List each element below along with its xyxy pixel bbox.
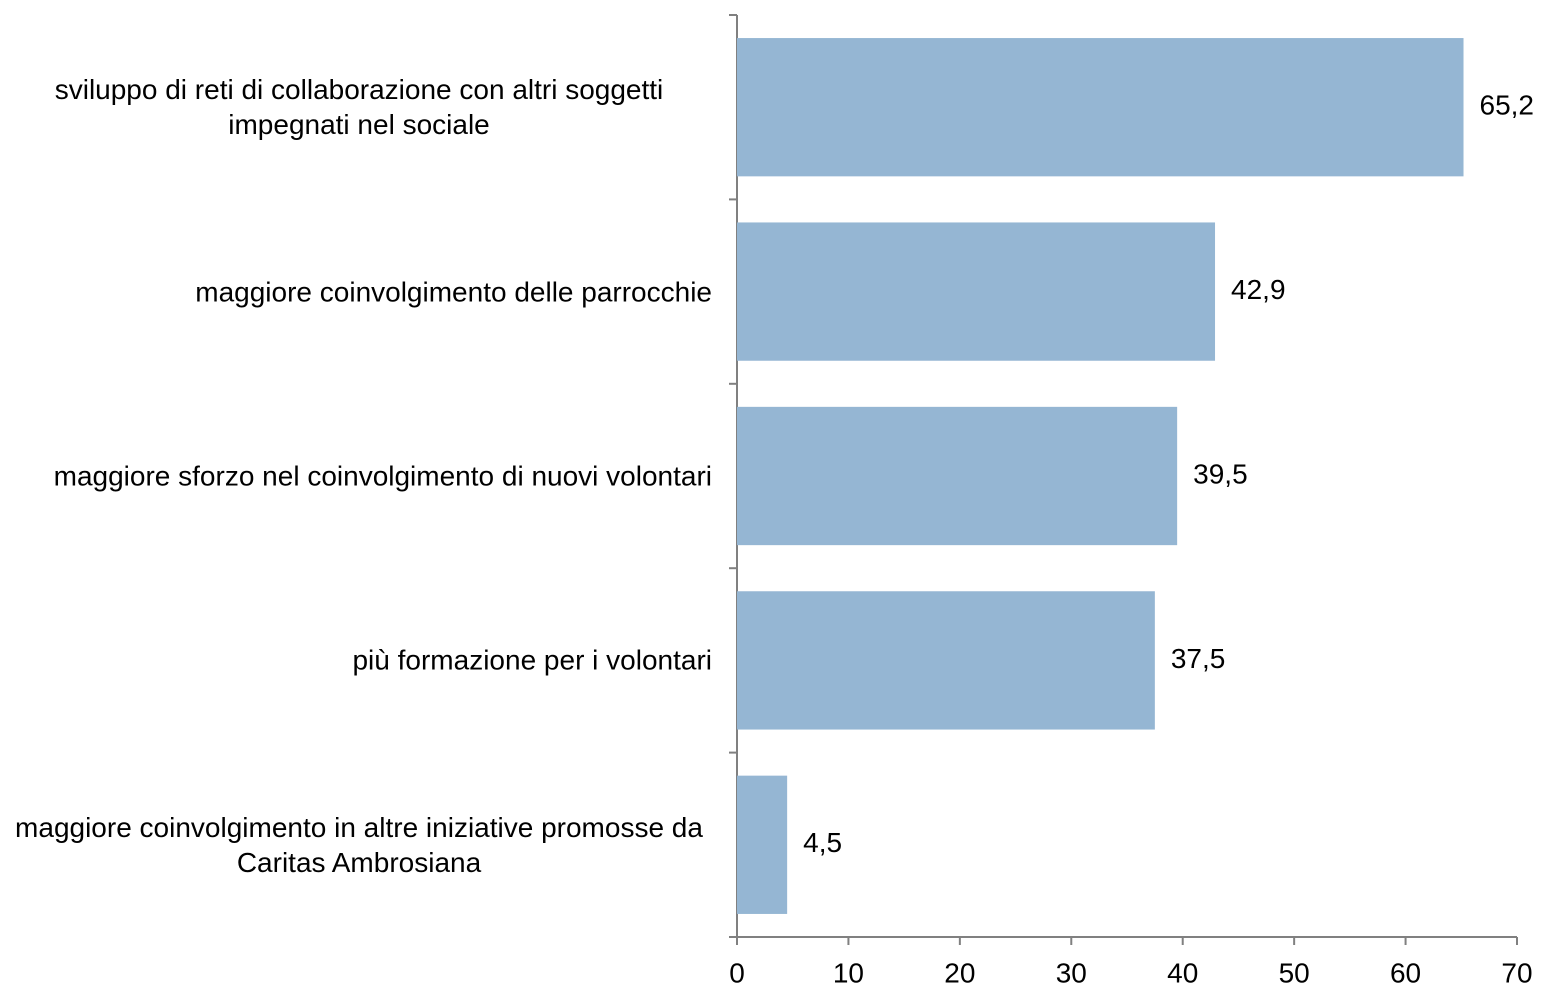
- category-text: sviluppo di reti di collaborazione con a…: [54, 74, 664, 141]
- value-label: 39,5: [1193, 458, 1248, 489]
- x-tick-label: 30: [1056, 957, 1087, 988]
- bar: [737, 38, 1464, 177]
- x-tick-label: 40: [1167, 957, 1198, 988]
- category-label: maggiore coinvolgimento in altre iniziat…: [0, 810, 712, 880]
- x-tick-label: 50: [1279, 957, 1310, 988]
- bar: [737, 222, 1216, 361]
- category-label: sviluppo di reti di collaborazione con a…: [0, 72, 712, 142]
- category-text: maggiore coinvolgimento in altre iniziat…: [15, 811, 703, 878]
- x-tick-label: 60: [1390, 957, 1421, 988]
- category-text: maggiore sforzo nel coinvolgimento di nu…: [53, 460, 712, 492]
- x-tick-label: 10: [833, 957, 864, 988]
- category-label: maggiore sforzo nel coinvolgimento di nu…: [0, 459, 712, 494]
- category-label: più formazione per i volontari: [0, 643, 712, 678]
- value-label: 65,2: [1480, 90, 1535, 121]
- x-tick-label: 70: [1501, 957, 1532, 988]
- category-text: maggiore coinvolgimento delle parrocchie: [195, 276, 712, 308]
- bar: [737, 775, 788, 914]
- category-text: più formazione per i volontari: [352, 644, 712, 676]
- value-label: 42,9: [1231, 274, 1286, 305]
- category-label: maggiore coinvolgimento delle parrocchie: [0, 274, 712, 309]
- value-label: 37,5: [1171, 643, 1226, 674]
- x-tick-label: 0: [729, 957, 745, 988]
- x-tick-label: 20: [944, 957, 975, 988]
- bar: [737, 591, 1155, 730]
- bar: [737, 406, 1178, 546]
- value-label: 4,5: [803, 827, 842, 858]
